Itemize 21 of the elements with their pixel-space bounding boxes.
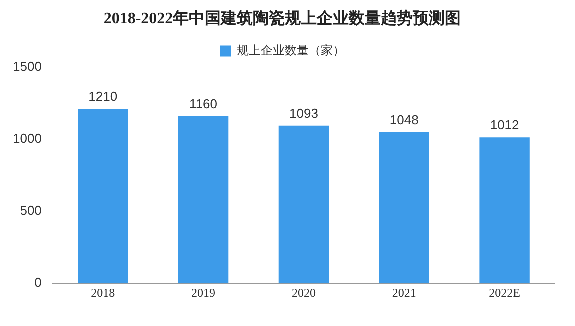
- data-label: 1210: [88, 89, 118, 104]
- data-label: 1012: [490, 118, 520, 133]
- data-label: 1160: [190, 96, 218, 112]
- bar: [278, 126, 330, 284]
- y-tick-label: 1000: [13, 130, 42, 146]
- bar: [379, 132, 430, 284]
- bar: [178, 116, 229, 284]
- y-tick-label: 0: [34, 275, 42, 290]
- x-tick-label: 2019: [192, 286, 216, 300]
- chart-title: 2018-2022年中国建筑陶瓷规上企业数量趋势预测图: [104, 10, 462, 28]
- y-tick-label: 500: [20, 203, 42, 218]
- y-tick-label: 1500: [13, 58, 42, 74]
- legend-label: 规上企业数量（家）: [237, 44, 345, 58]
- x-tick-label: 2018: [91, 286, 116, 300]
- data-label: 1048: [390, 112, 419, 128]
- bar: [480, 138, 530, 284]
- bar: [78, 109, 128, 284]
- x-tick-label: 2020: [292, 286, 316, 300]
- x-tick-label: 2022E: [489, 286, 520, 300]
- x-tick-label: 2021: [392, 286, 416, 300]
- data-label: 1093: [290, 106, 318, 121]
